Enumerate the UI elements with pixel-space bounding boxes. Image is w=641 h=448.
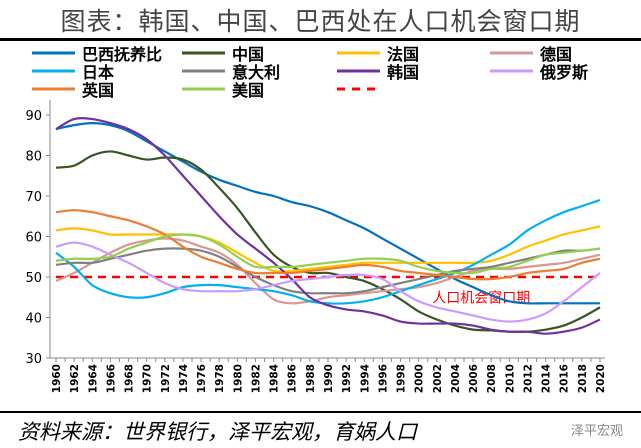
series-line-巴西抚养比: [55, 121, 600, 305]
reference-annotation: 人口机会窗口期: [432, 289, 530, 306]
x-tick-label: 1982: [250, 364, 262, 393]
x-tick-label: 1992: [341, 364, 353, 393]
x-tick-label: 2020: [595, 364, 607, 393]
x-tick-label: 1996: [377, 364, 389, 393]
x-tick-label: 1972: [160, 364, 172, 393]
y-tick-label: 70: [25, 190, 42, 205]
x-tick-label: 1976: [196, 364, 208, 393]
x-tick-label: 1980: [232, 364, 244, 393]
x-tick-label: 1968: [124, 364, 136, 393]
x-tick-label: 1988: [305, 364, 317, 393]
x-tick-label: 1966: [105, 364, 117, 393]
series-line-法国: [55, 225, 601, 273]
x-tick-label: 1960: [51, 364, 63, 393]
x-tick-label: 1986: [287, 364, 299, 393]
bottom-divider: [0, 411, 641, 413]
x-tick-label: 1994: [359, 364, 371, 393]
x-tick-label: 1984: [269, 364, 281, 393]
x-tick-label: 1962: [69, 364, 81, 393]
series-line-韩国: [55, 117, 601, 335]
watermark: 泽平宏观: [570, 424, 623, 439]
x-tick-label: 1978: [214, 364, 226, 393]
series-line-日本: [55, 199, 601, 305]
x-tick-label: 2014: [541, 364, 553, 393]
x-tick-label: 2016: [559, 364, 571, 393]
legend-label: 俄罗斯: [539, 63, 588, 82]
x-tick-label: 1970: [142, 364, 154, 393]
y-tick-label: 50: [25, 271, 42, 286]
x-tick-label: 2018: [577, 364, 589, 393]
legend-label: 德国: [540, 45, 572, 64]
x-tick-label: 2006: [468, 364, 480, 393]
x-tick-label: 2008: [486, 364, 498, 393]
chart-svg: 30 40 50 60 70 80 90 1960 1962 1964 1966 1968 1970 19…: [25, 45, 607, 393]
y-tick-label: 40: [25, 312, 42, 327]
x-tick-label: 2002: [432, 364, 444, 393]
y-tick-label: 90: [25, 109, 42, 124]
x-tick-label: 2010: [504, 364, 516, 393]
series-line-美国: [55, 233, 601, 275]
top-divider: [0, 38, 641, 41]
y-tick-label: 60: [25, 231, 42, 246]
legend-label: 意大利: [232, 63, 280, 82]
source-note: 资料来源：世界银行，泽平宏观，育娲人口: [18, 420, 417, 444]
series-line-意大利: [55, 247, 601, 295]
series-line-英国: [55, 209, 601, 281]
y-tick-label: 30: [25, 352, 42, 367]
legend-label: 美国: [232, 81, 264, 100]
x-tick-label: 2004: [450, 364, 462, 393]
x-tick-label: 1990: [323, 364, 335, 393]
legend-label: 韩国: [387, 63, 419, 82]
legend-label: 英国: [81, 81, 114, 100]
x-tick-label: 1998: [396, 364, 408, 393]
series-line-俄罗斯: [55, 241, 601, 323]
legend-label: 巴西抚养比: [82, 45, 162, 64]
legend-label: 日本: [82, 63, 114, 82]
legend-label: 中国: [232, 45, 264, 64]
series-line-德国: [55, 237, 601, 305]
chart-title: 图表：韩国、中国、巴西处在人口机会窗口期: [60, 7, 581, 36]
x-tick-label: 2000: [414, 364, 426, 393]
x-tick-label: 2012: [522, 364, 534, 393]
x-tick-label: 1974: [178, 364, 190, 393]
x-tick-label: 1964: [87, 364, 99, 393]
y-tick-label: 80: [25, 150, 42, 165]
legend-label: 法国: [387, 45, 419, 64]
